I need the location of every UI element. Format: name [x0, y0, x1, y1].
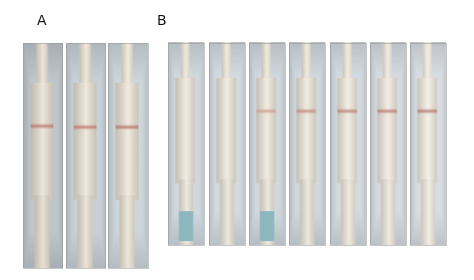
Bar [329, 43, 365, 245]
Bar [168, 43, 204, 245]
Bar [209, 43, 245, 245]
Bar [65, 43, 105, 267]
Bar [109, 43, 148, 267]
Bar [249, 43, 285, 245]
Bar [289, 43, 325, 245]
Bar [23, 43, 62, 267]
Bar [370, 43, 406, 245]
Text: B: B [157, 14, 166, 28]
Text: A: A [36, 14, 46, 28]
Bar [410, 43, 446, 245]
